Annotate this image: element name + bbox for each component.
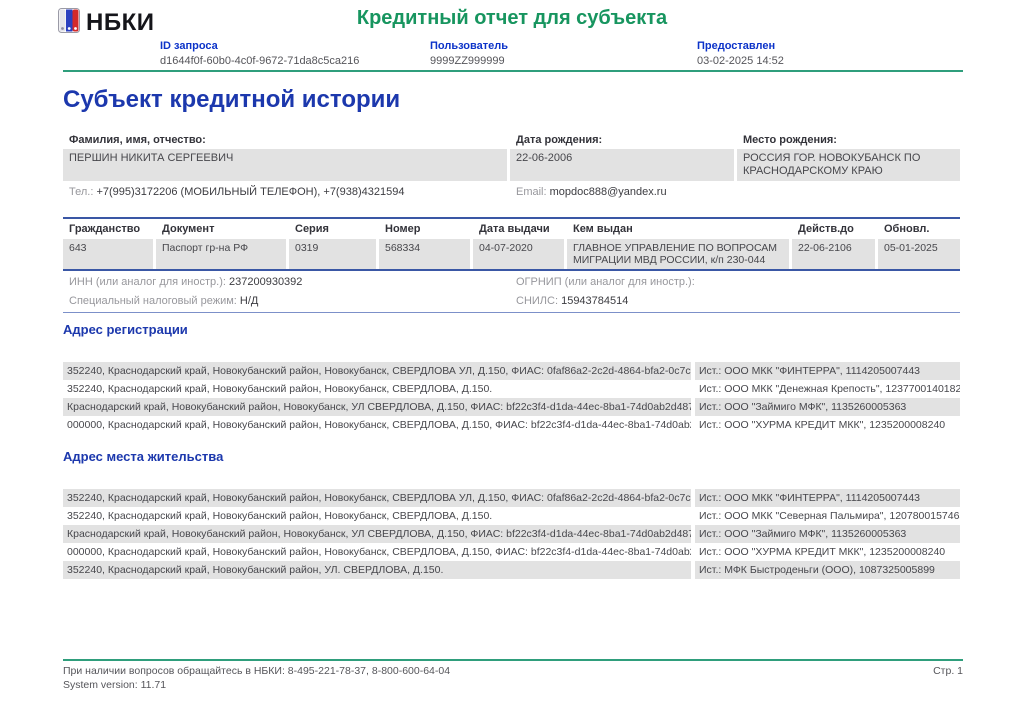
- snils-label: СНИЛС:: [516, 295, 559, 307]
- footer-divider: [63, 659, 963, 661]
- subject-table-row: ПЕРШИН НИКИТА СЕРГЕЕВИЧ 22-06-2006 РОССИ…: [63, 149, 960, 181]
- inn-item: ИНН (или аналог для иностр.): 2372009303…: [63, 276, 510, 288]
- address-value: 352240, Краснодарский край, Новокубански…: [67, 383, 493, 395]
- request-id-value: d1644f0f-60b0-4c0f-9672-71da8c5ca216: [160, 55, 360, 67]
- header-divider: [63, 70, 963, 72]
- col-updated: Обновл.: [884, 223, 930, 235]
- residence-address-table: 352240, Краснодарский край, Новокубански…: [63, 489, 960, 579]
- table-row: 352240, Краснодарский край, Новокубански…: [63, 489, 960, 507]
- registration-address-table: 352240, Краснодарский край, Новокубански…: [63, 362, 960, 434]
- birth-date-value: 22-06-2006: [510, 149, 734, 181]
- updated-value: 05-01-2025: [878, 239, 960, 269]
- address-source: Ист.: МФК Быстроденьги (ООО), 1087325005…: [695, 561, 960, 579]
- number-value: 568334: [379, 239, 470, 269]
- table-row: 352240, Краснодарский край, Новокубански…: [63, 380, 960, 398]
- tax-regime-snils-row: Специальный налоговый режим: Н/Д СНИЛС: …: [63, 295, 960, 307]
- user-field: Пользователь 9999ZZ999999: [430, 40, 690, 67]
- table-row: 352240, Краснодарский край, Новокубански…: [63, 362, 960, 380]
- footer-contact: При наличии вопросов обращайтесь в НБКИ:…: [63, 665, 451, 677]
- address-value: 000000, Краснодарский край, Новокубански…: [67, 419, 691, 431]
- nbki-flag-icon: [58, 8, 80, 38]
- provided-value: 03-02-2025 14:52: [697, 55, 784, 67]
- phone-item: Тел.: +7(995)3172206 (МОБИЛЬНЫЙ ТЕЛЕФОН)…: [63, 186, 510, 198]
- provided-field: Предоставлен 03-02-2025 14:52: [697, 40, 957, 67]
- residence-address-heading: Адрес места жительства: [63, 449, 224, 464]
- address-source: Ист.: ООО "Займиго МФК", 1135260005363: [695, 398, 960, 416]
- phone-label: Тел.:: [69, 186, 94, 198]
- section-divider: [63, 312, 960, 313]
- address-value: 352240, Краснодарский край, Новокубански…: [63, 561, 691, 579]
- nbki-logo: НБКИ: [58, 8, 154, 38]
- valid-until-value: 22-06-2106: [792, 239, 875, 269]
- birth-place-label: Место рождения:: [743, 134, 837, 146]
- page-title: Субъект кредитной истории: [63, 86, 401, 113]
- report-title: Кредитный отчет для субъекта: [356, 7, 668, 29]
- email-label: Email:: [516, 186, 547, 198]
- address-value: 352240, Краснодарский край, Новокубански…: [63, 362, 691, 380]
- address-source: Ист.: ООО "Займиго МФК", 1135260005363: [695, 525, 960, 543]
- document-table-header: Гражданство Документ Серия Номер Дата вы…: [63, 219, 960, 239]
- email-value: mopdoc888@yandex.ru: [549, 186, 667, 198]
- col-issued-by: Кем выдан: [573, 223, 633, 235]
- table-row: Краснодарский край, Новокубанский район,…: [63, 525, 960, 543]
- document-value: Паспорт гр-на РФ: [156, 239, 286, 269]
- user-label: Пользователь: [430, 40, 509, 52]
- address-value: 000000, Краснодарский край, Новокубански…: [67, 546, 691, 558]
- request-id-label: ID запроса: [160, 40, 218, 52]
- address-source: Ист.: ООО МКК "ФИНТЕРРА", 1114205007443: [695, 362, 960, 380]
- address-value: Краснодарский край, Новокубанский район,…: [63, 398, 691, 416]
- document-table-row: 643 Паспорт гр-на РФ 0319 568334 04-07-2…: [63, 239, 960, 269]
- ogrnip-label: ОГРНИП (или аналог для иностр.):: [516, 276, 695, 288]
- table-row: 000000, Краснодарский край, Новокубански…: [63, 543, 960, 561]
- fio-value: ПЕРШИН НИКИТА СЕРГЕЕВИЧ: [63, 149, 507, 181]
- address-value: Краснодарский край, Новокубанский район,…: [63, 525, 691, 543]
- address-source: Ист.: ООО "ХУРМА КРЕДИТ МКК", 1235200008…: [699, 546, 946, 558]
- issue-date-value: 04-07-2020: [473, 239, 564, 269]
- address-source: Ист.: ООО МКК "Денежная Крепость", 12377…: [699, 383, 960, 395]
- ogrnip-item: ОГРНИП (или аналог для иностр.):: [510, 276, 960, 288]
- document-table: Гражданство Документ Серия Номер Дата вы…: [63, 217, 960, 271]
- inn-label: ИНН (или аналог для иностр.):: [69, 276, 226, 288]
- address-source: Ист.: ООО "ХУРМА КРЕДИТ МКК", 1235200008…: [699, 419, 946, 431]
- fio-label: Фамилия, имя, отчество:: [69, 134, 206, 146]
- tax-regime-value: Н/Д: [239, 295, 259, 307]
- birth-date-label: Дата рождения:: [516, 134, 603, 146]
- inn-value: 237200930392: [229, 276, 303, 288]
- address-source: Ист.: ООО МКК "ФИНТЕРРА", 1114205007443: [695, 489, 960, 507]
- table-row: Краснодарский край, Новокубанский район,…: [63, 398, 960, 416]
- address-value: 352240, Краснодарский край, Новокубански…: [67, 510, 493, 522]
- table-row: 352240, Краснодарский край, Новокубански…: [63, 561, 960, 579]
- birth-place-value: РОССИЯ ГОР. НОВОКУБАНСК ПО КРАСНОДАРСКОМ…: [737, 149, 960, 181]
- col-document: Документ: [162, 223, 215, 235]
- contact-row: Тел.: +7(995)3172206 (МОБИЛЬНЫЙ ТЕЛЕФОН)…: [63, 186, 960, 198]
- col-issue-date: Дата выдачи: [479, 223, 550, 235]
- col-series: Серия: [295, 223, 329, 235]
- series-value: 0319: [289, 239, 376, 269]
- address-value: 352240, Краснодарский край, Новокубански…: [63, 489, 691, 507]
- table-row: 352240, Краснодарский край, Новокубански…: [63, 507, 960, 525]
- citizenship-value: 643: [63, 239, 153, 269]
- snils-item: СНИЛС: 15943784514: [510, 295, 960, 307]
- table-row: 000000, Краснодарский край, Новокубански…: [63, 416, 960, 434]
- snils-value: 15943784514: [561, 295, 629, 307]
- provided-label: Предоставлен: [697, 40, 776, 52]
- email-item: Email: mopdoc888@yandex.ru: [510, 186, 960, 198]
- user-value: 9999ZZ999999: [430, 55, 505, 67]
- col-citizenship: Гражданство: [69, 223, 141, 235]
- address-source: Ист.: ООО МКК "Северная Пальмира", 12078…: [699, 510, 960, 522]
- footer-page-number: Стр. 1: [933, 665, 963, 677]
- issued-by-value: ГЛАВНОЕ УПРАВЛЕНИЕ ПО ВОПРОСАМ МИГРАЦИИ …: [567, 239, 789, 269]
- phone-value: +7(995)3172206 (МОБИЛЬНЫЙ ТЕЛЕФОН), +7(9…: [96, 186, 405, 198]
- nbki-logo-text: НБКИ: [86, 9, 155, 36]
- registration-address-heading: Адрес регистрации: [63, 322, 188, 337]
- col-valid-until: Действ.до: [798, 223, 854, 235]
- request-id-field: ID запроса d1644f0f-60b0-4c0f-9672-71da8…: [160, 40, 420, 67]
- col-number: Номер: [385, 223, 421, 235]
- tax-regime-label: Специальный налоговый режим:: [69, 295, 237, 307]
- inn-ogrnip-row: ИНН (или аналог для иностр.): 2372009303…: [63, 276, 960, 288]
- footer-system-version: System version: 11.71: [63, 679, 167, 691]
- subject-table-header: Фамилия, имя, отчество: Дата рождения: М…: [63, 132, 960, 150]
- tax-regime-item: Специальный налоговый режим: Н/Д: [63, 295, 510, 307]
